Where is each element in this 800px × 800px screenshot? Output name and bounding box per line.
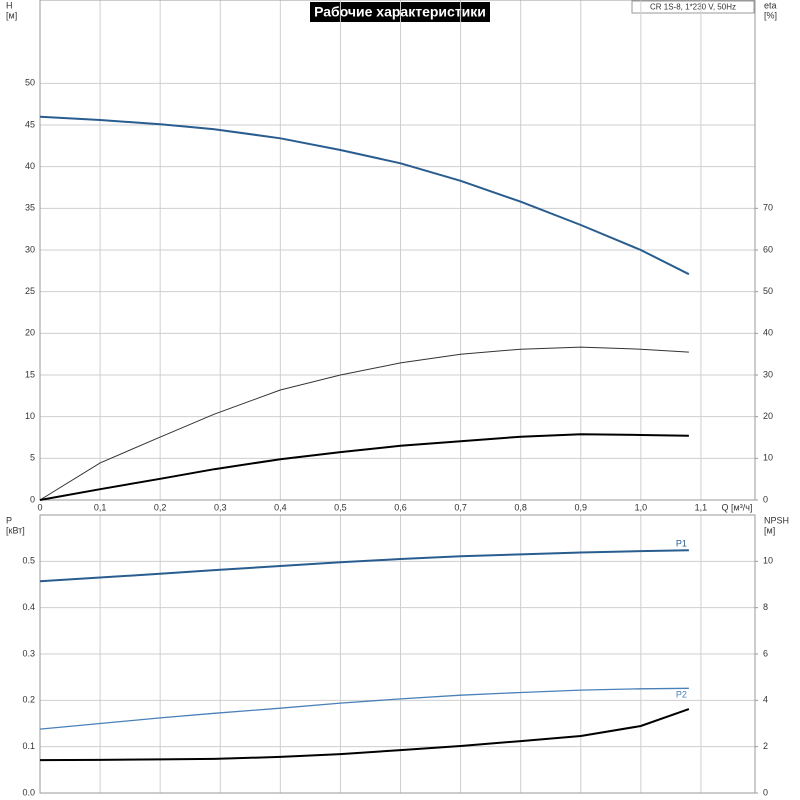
y-tick-label: 40 [25,161,35,171]
y2-tick-label: 30 [763,369,773,379]
x-tick-label: 0,1 [94,502,107,512]
y2-tick-label: 40 [763,328,773,338]
plot-frame [39,0,756,501]
x-tick-label: 0,7 [454,502,467,512]
x-tick-label: 0,3 [214,502,227,512]
y-tick-label: 10 [25,411,35,421]
y-axis-unit: [кВт] [6,525,25,535]
y-tick-label: 35 [25,203,35,213]
series-line [39,433,689,501]
x-tick-label: 1,1 [695,502,708,512]
y-tick-label: 30 [25,244,35,254]
series-line [39,708,690,762]
x-tick-label: 1,0 [635,502,648,512]
y-axis-label: P [6,515,12,525]
y-tick-label: 5 [30,453,35,463]
series-line [39,346,689,501]
chart-title: Рабочие характеристики [314,4,486,20]
y2-tick-label: 60 [763,244,773,254]
x-tick-label: 0,5 [334,502,347,512]
y-tick-label: 0.0 [22,787,35,797]
y-tick-label: 0 [30,494,35,504]
x-tick-label: 0,2 [154,502,167,512]
series-label: P1 [676,539,687,549]
y2-axis-unit: [м] [764,525,775,535]
y-tick-label: 20 [25,328,35,338]
y2-axis-label: NPSH [764,515,789,525]
x-tick-label: 0,4 [274,502,287,512]
x-tick-label: 0,8 [514,502,527,512]
y2-tick-label: 2 [763,741,768,751]
title-box [310,2,490,22]
y2-tick-label: 0 [763,494,768,504]
y2-tick-label: 4 [763,695,768,705]
y-tick-label: 0.1 [22,741,35,751]
x-tick-label: 0,9 [574,502,587,512]
y2-axis-label: eta [764,0,777,10]
series-line [39,687,689,730]
y-tick-label: 45 [25,119,35,129]
y2-tick-label: 20 [763,411,773,421]
y2-tick-label: 10 [763,453,773,463]
plot-frame [39,514,756,794]
series-label: P2 [676,690,687,700]
y-axis-label: H [6,0,13,10]
series-line [39,549,689,583]
y-tick-label: 50 [25,78,35,88]
y-axis-unit: [м] [6,10,17,20]
y-tick-label: 15 [25,369,35,379]
y2-axis-unit: [%] [764,10,777,20]
y2-tick-label: 0 [763,787,768,797]
series-line [39,115,690,276]
y2-tick-label: 70 [763,203,773,213]
x-tick-label: 0 [37,502,42,512]
y2-tick-label: 50 [763,286,773,296]
y2-tick-label: 6 [763,648,768,658]
y-tick-label: 0.2 [22,695,35,705]
annotation: CR 1S-8, 1*230 V, 50Hz [650,3,736,12]
x-tick-label: 0,6 [394,502,407,512]
y2-tick-label: 10 [763,556,773,566]
y2-tick-label: 8 [763,602,768,612]
y-tick-label: 25 [25,286,35,296]
annotation-box [631,0,755,14]
y-tick-label: 0.4 [22,602,35,612]
x-axis-label: Q [м³/ч] [722,502,753,512]
y-tick-label: 0.3 [22,648,35,658]
y-tick-label: 0.5 [22,556,35,566]
